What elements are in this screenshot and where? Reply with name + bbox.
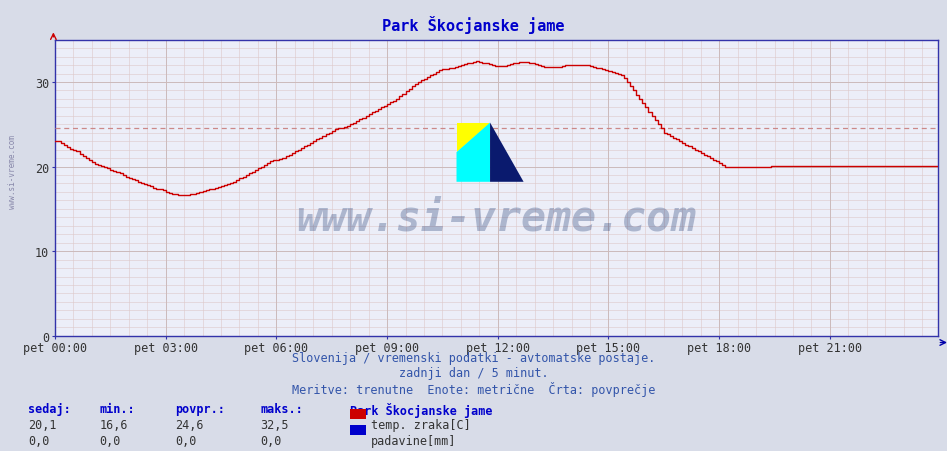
Text: min.:: min.: [99,402,135,415]
Text: zadnji dan / 5 minut.: zadnji dan / 5 minut. [399,366,548,379]
Polygon shape [490,123,524,182]
Text: sedaj:: sedaj: [28,402,71,415]
Text: 0,0: 0,0 [175,434,197,447]
Text: Meritve: trenutne  Enote: metrične  Črta: povprečje: Meritve: trenutne Enote: metrične Črta: … [292,381,655,396]
Text: Park Škocjanske jame: Park Škocjanske jame [383,16,564,34]
Text: povpr.:: povpr.: [175,402,225,415]
Text: 24,6: 24,6 [175,419,204,432]
Text: 0,0: 0,0 [260,434,282,447]
Text: 0,0: 0,0 [99,434,121,447]
Polygon shape [456,123,490,182]
Text: www.si-vreme.com: www.si-vreme.com [296,197,696,239]
Text: padavine[mm]: padavine[mm] [371,434,456,447]
Polygon shape [456,123,490,153]
Text: Slovenija / vremenski podatki - avtomatske postaje.: Slovenija / vremenski podatki - avtomats… [292,351,655,364]
Text: www.si-vreme.com: www.si-vreme.com [8,134,17,208]
Text: Park Škocjanske jame: Park Škocjanske jame [350,402,492,417]
Text: maks.:: maks.: [260,402,303,415]
Text: temp. zraka[C]: temp. zraka[C] [371,419,471,432]
Text: 16,6: 16,6 [99,419,128,432]
Text: 0,0: 0,0 [28,434,50,447]
Text: 20,1: 20,1 [28,419,57,432]
Text: 32,5: 32,5 [260,419,289,432]
